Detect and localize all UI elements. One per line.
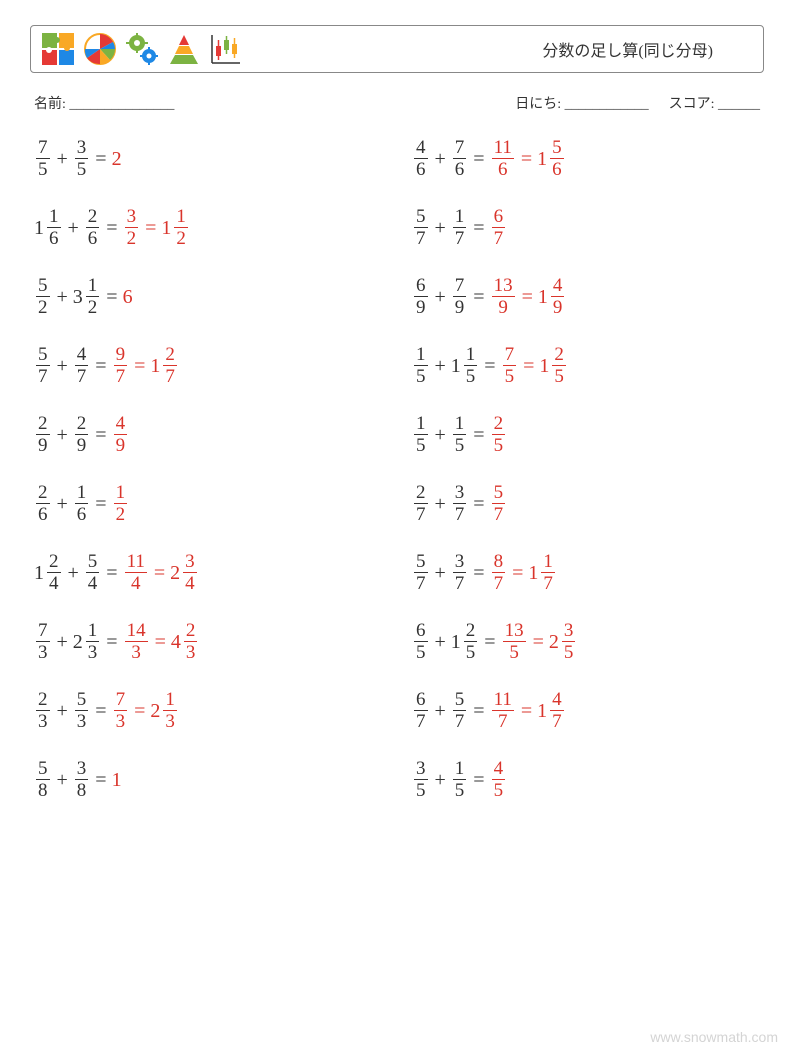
problem-row: 52+312=6	[34, 275, 384, 318]
header-box: 分数の足し算(同じ分母)	[30, 25, 764, 73]
problem-row: 65+125=135=235	[412, 620, 762, 663]
icon-strip	[41, 32, 243, 66]
candlestick-icon	[209, 32, 243, 66]
gears-icon	[125, 32, 159, 66]
watermark: www.snowmath.com	[650, 1029, 778, 1045]
puzzle-icon	[41, 32, 75, 66]
problem-row: 15+15=25	[412, 413, 762, 456]
problem-row: 27+37=57	[412, 482, 762, 525]
problem-row: 15+115=75=125	[412, 344, 762, 387]
problems-grid: 75+35=2 116+26=32=112 52+312=6 57+47=97=127…	[30, 137, 764, 801]
problem-row: 69+79=139=149	[412, 275, 762, 318]
problem-row: 57+37=87=117	[412, 551, 762, 594]
date-field: 日にち: ____________	[515, 93, 648, 113]
pie-chart-icon	[83, 32, 117, 66]
problem-row: 23+53=73=213	[34, 689, 384, 732]
problem-row: 57+17=67	[412, 206, 762, 249]
problem-row: 57+47=97=127	[34, 344, 384, 387]
problem-row: 73+213=143=423	[34, 620, 384, 663]
problem-row: 35+15=45	[412, 758, 762, 801]
problem-row: 67+57=117=147	[412, 689, 762, 732]
problem-row: 116+26=32=112	[34, 206, 384, 249]
pyramid-icon	[167, 32, 201, 66]
problem-row: 124+54=114=234	[34, 551, 384, 594]
problem-row: 29+29=49	[34, 413, 384, 456]
name-field: 名前: _______________	[34, 93, 174, 113]
problem-row: 58+38=1	[34, 758, 384, 801]
problem-row: 46+76=116=156	[412, 137, 762, 180]
problem-column: 46+76=116=156 57+17=67 69+79=139=149 15+115…	[412, 137, 762, 801]
worksheet-page: 分数の足し算(同じ分母) 名前: _______________ 日にち: __…	[0, 0, 794, 1053]
worksheet-title: 分数の足し算(同じ分母)	[542, 37, 713, 61]
problem-row: 75+35=2	[34, 137, 384, 180]
meta-row: 名前: _______________ 日にち: ____________ スコ…	[30, 93, 764, 113]
score-field: スコア: ______	[669, 93, 760, 113]
problem-column: 75+35=2 116+26=32=112 52+312=6 57+47=97=127…	[34, 137, 384, 801]
problem-row: 26+16=12	[34, 482, 384, 525]
